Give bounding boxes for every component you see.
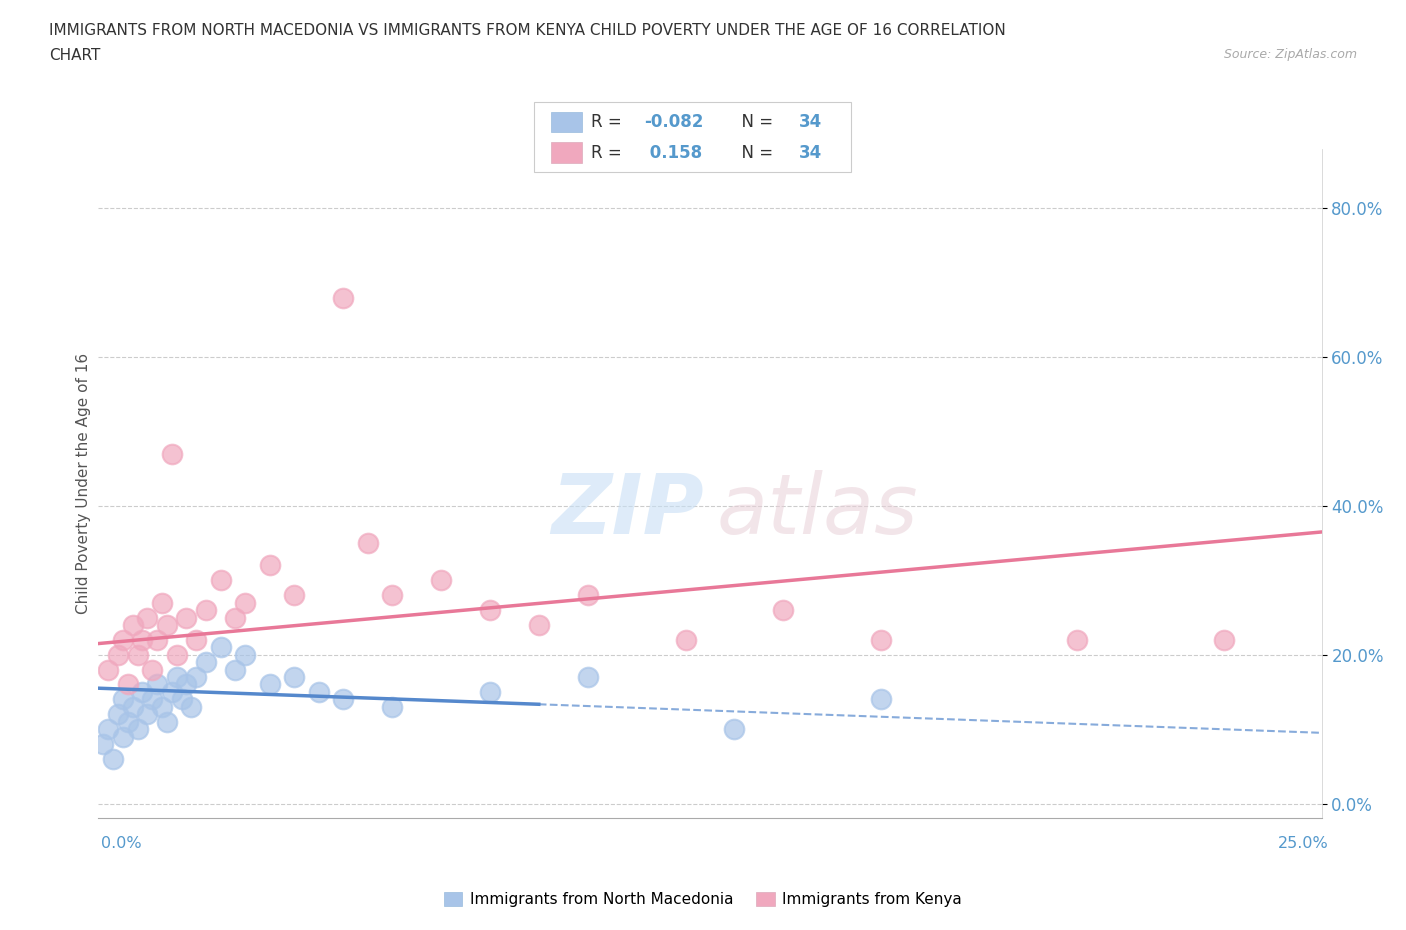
Point xyxy=(166,670,188,684)
Point xyxy=(772,603,794,618)
Text: ZIP: ZIP xyxy=(551,470,704,551)
Point xyxy=(283,670,305,684)
Point xyxy=(141,692,163,707)
Point xyxy=(478,603,501,618)
Point xyxy=(150,595,173,610)
Point xyxy=(101,751,124,766)
Point xyxy=(224,610,246,625)
Point xyxy=(107,707,129,722)
Point xyxy=(381,699,404,714)
Text: 0.158: 0.158 xyxy=(644,143,702,162)
Point xyxy=(332,692,354,707)
Point xyxy=(176,677,198,692)
Point xyxy=(107,647,129,662)
Point xyxy=(381,588,404,603)
Text: 25.0%: 25.0% xyxy=(1278,836,1329,851)
Point xyxy=(160,684,183,699)
Point xyxy=(233,647,256,662)
Point xyxy=(308,684,330,699)
Point xyxy=(195,603,218,618)
Point xyxy=(97,662,120,677)
Point xyxy=(150,699,173,714)
Point xyxy=(224,662,246,677)
Point xyxy=(121,618,143,632)
Point xyxy=(121,699,143,714)
Y-axis label: Child Poverty Under the Age of 16: Child Poverty Under the Age of 16 xyxy=(76,353,91,614)
Point xyxy=(117,677,139,692)
Point xyxy=(117,714,139,729)
Point xyxy=(146,632,169,647)
Point xyxy=(723,722,745,737)
Point xyxy=(527,618,550,632)
Point xyxy=(870,692,893,707)
Text: -0.082: -0.082 xyxy=(644,113,703,131)
Point xyxy=(870,632,893,647)
Point xyxy=(176,610,198,625)
Point xyxy=(209,573,232,588)
Point xyxy=(156,618,179,632)
Point xyxy=(131,632,153,647)
Point xyxy=(127,647,149,662)
Point xyxy=(146,677,169,692)
Point xyxy=(91,737,114,751)
Point xyxy=(111,692,134,707)
Point xyxy=(136,707,159,722)
Point xyxy=(675,632,697,647)
Point xyxy=(209,640,232,655)
Point xyxy=(186,632,208,647)
Point xyxy=(111,632,134,647)
Point xyxy=(170,692,193,707)
Point xyxy=(131,684,153,699)
Point xyxy=(259,677,281,692)
Point xyxy=(97,722,120,737)
Point xyxy=(166,647,188,662)
Point xyxy=(576,588,599,603)
Text: 34: 34 xyxy=(799,113,823,131)
Text: atlas: atlas xyxy=(716,470,918,551)
Point xyxy=(111,729,134,744)
Text: R =: R = xyxy=(591,113,627,131)
Point xyxy=(478,684,501,699)
Point xyxy=(233,595,256,610)
Text: R =: R = xyxy=(591,143,627,162)
Text: N =: N = xyxy=(731,143,779,162)
Point xyxy=(332,290,354,305)
Point xyxy=(141,662,163,677)
Point xyxy=(283,588,305,603)
Text: 0.0%: 0.0% xyxy=(101,836,142,851)
Point xyxy=(259,558,281,573)
Text: CHART: CHART xyxy=(49,48,101,63)
Point xyxy=(576,670,599,684)
Point xyxy=(195,655,218,670)
Point xyxy=(160,446,183,461)
Point xyxy=(186,670,208,684)
Point xyxy=(127,722,149,737)
Text: 34: 34 xyxy=(799,143,823,162)
Text: IMMIGRANTS FROM NORTH MACEDONIA VS IMMIGRANTS FROM KENYA CHILD POVERTY UNDER THE: IMMIGRANTS FROM NORTH MACEDONIA VS IMMIG… xyxy=(49,23,1005,38)
Point xyxy=(136,610,159,625)
Text: N =: N = xyxy=(731,113,779,131)
Text: Source: ZipAtlas.com: Source: ZipAtlas.com xyxy=(1223,48,1357,61)
Point xyxy=(356,536,378,551)
Point xyxy=(180,699,202,714)
Point xyxy=(1212,632,1234,647)
Point xyxy=(156,714,179,729)
Legend: Immigrants from North Macedonia, Immigrants from Kenya: Immigrants from North Macedonia, Immigra… xyxy=(437,885,969,913)
Point xyxy=(430,573,453,588)
Point xyxy=(1066,632,1088,647)
